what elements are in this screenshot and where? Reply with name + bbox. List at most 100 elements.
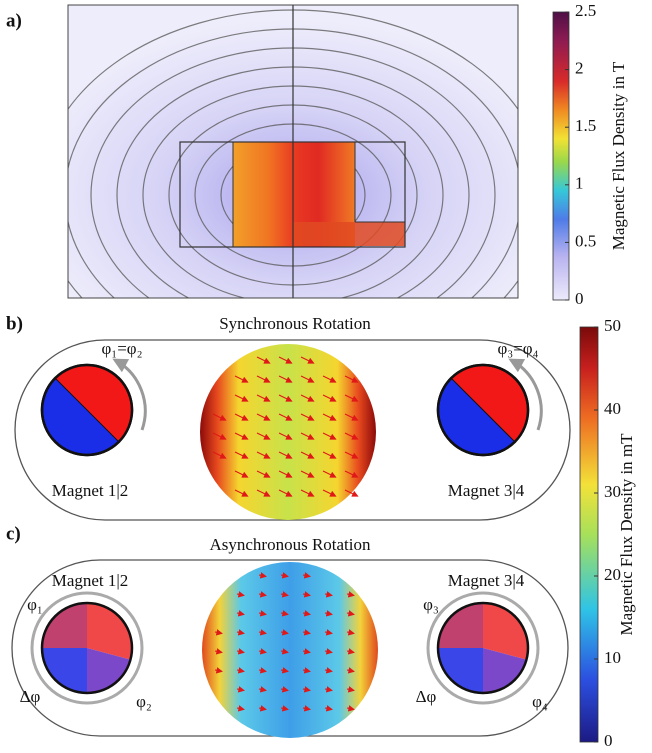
magnet-sector — [483, 648, 527, 693]
angle-label: φ₁ — [27, 595, 43, 614]
field-arrow — [258, 686, 267, 693]
field-arrow — [300, 413, 315, 421]
field-arrow — [300, 489, 315, 497]
field-arrow — [280, 572, 289, 579]
field-arrow — [256, 470, 271, 478]
field-arrow — [214, 648, 223, 655]
panel-label: a) — [6, 10, 22, 31]
field-arrow — [234, 432, 249, 440]
magnet-rim — [436, 601, 530, 695]
panel-title: Synchronous Rotation — [219, 314, 371, 333]
colorbar-tick-label: 50 — [604, 316, 621, 335]
panel-label: b) — [6, 313, 23, 334]
field-arrow — [324, 629, 333, 636]
field-arrow — [302, 591, 311, 598]
magnet-sector — [438, 648, 483, 693]
field-arrow — [234, 394, 249, 402]
angle-label: φ₁=φ₂ — [101, 339, 142, 358]
field-plot — [68, 5, 518, 298]
colorbar-tick-label: 1 — [575, 174, 584, 193]
field-arrow — [280, 686, 289, 693]
colorbar-tick-label: 1.5 — [575, 116, 596, 135]
field-arrow — [278, 432, 293, 440]
field-arrow — [324, 705, 333, 712]
field-arrow — [344, 451, 359, 459]
magnet-rim — [40, 363, 134, 457]
colorbar-tick-label: 20 — [604, 565, 621, 584]
field-arrow — [280, 705, 289, 712]
magnet-name: Magnet 3|4 — [448, 571, 525, 590]
field-arrow — [346, 629, 355, 636]
field-arrow — [256, 451, 271, 459]
field-arrow — [278, 413, 293, 421]
field-arrow — [324, 610, 333, 617]
field-arrow — [256, 394, 271, 402]
stadium-outline — [11, 559, 569, 737]
field-arrow — [344, 489, 359, 497]
colorbar-tick-label: 2.5 — [575, 1, 596, 20]
field-arrow — [344, 394, 359, 402]
field-arrow — [346, 705, 355, 712]
field-arrow — [280, 648, 289, 655]
field-arrow — [258, 629, 267, 636]
field-arrow — [258, 610, 267, 617]
field-arrow — [258, 572, 267, 579]
magnet-sector — [87, 648, 131, 693]
field-arrow — [212, 451, 227, 459]
field-arrow — [236, 610, 245, 617]
magnet-rim — [40, 601, 134, 695]
plot-frame — [67, 4, 519, 299]
field-arrow — [300, 470, 315, 478]
panel-title: Asynchronous Rotation — [209, 535, 371, 554]
magnet-sector — [42, 648, 87, 693]
magnet-rim — [436, 363, 530, 457]
field-arrow — [322, 489, 337, 497]
field-arrow — [278, 470, 293, 478]
field-arrow — [212, 413, 227, 421]
field-arrow — [258, 667, 267, 674]
angle-label: φ₃ — [423, 595, 439, 614]
field-arrow — [346, 686, 355, 693]
field-arrow — [302, 629, 311, 636]
field-arrow — [322, 375, 337, 383]
field-arrow — [300, 432, 315, 440]
field-arrow — [258, 705, 267, 712]
field-arrow — [324, 648, 333, 655]
field-arrow — [344, 375, 359, 383]
field-arrow — [344, 432, 359, 440]
field-arrow — [256, 432, 271, 440]
field-arrow — [278, 356, 293, 364]
field-arrow — [256, 356, 271, 364]
field-arrow — [258, 591, 267, 598]
field-arrow — [236, 667, 245, 674]
field-arrow — [322, 432, 337, 440]
field-arrow — [234, 413, 249, 421]
field-arrow — [324, 686, 333, 693]
colorbar-tick-label: 40 — [604, 399, 621, 418]
field-arrow — [346, 591, 355, 598]
field-arrow — [344, 413, 359, 421]
angle-label: Δφ — [416, 687, 437, 706]
field-arrow — [212, 432, 227, 440]
field-arrow — [234, 451, 249, 459]
rotation-ring — [30, 591, 144, 705]
colorbar — [552, 11, 570, 301]
field-arrow — [302, 572, 311, 579]
field-arrow — [236, 705, 245, 712]
field-arrow — [302, 705, 311, 712]
magnet-name: Magnet 3|4 — [448, 481, 525, 500]
field-arrow — [256, 375, 271, 383]
field-arrow — [214, 629, 223, 636]
field-arrow — [346, 648, 355, 655]
field-arrow — [322, 394, 337, 402]
field-arrow — [322, 451, 337, 459]
colorbar-label: Magnetic Flux Density in T — [609, 61, 628, 250]
field-disk — [200, 344, 376, 520]
field-arrow — [346, 610, 355, 617]
field-arrow — [214, 667, 223, 674]
angle-label: φ₂ — [136, 692, 152, 711]
magnet-sector — [87, 603, 132, 660]
field-arrow — [278, 489, 293, 497]
colorbar — [579, 326, 599, 743]
